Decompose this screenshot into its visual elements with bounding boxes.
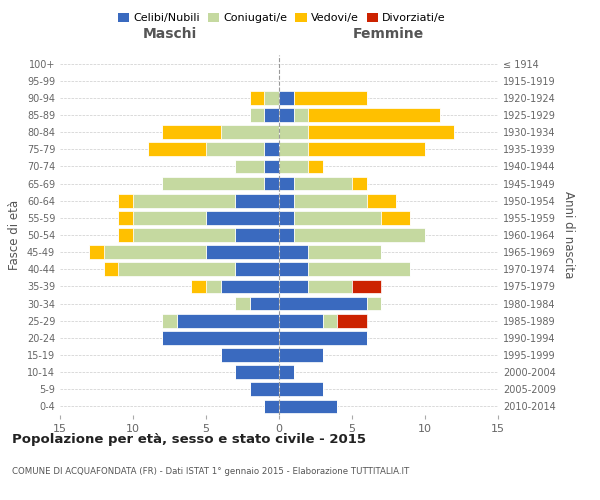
Bar [279,382,323,396]
Bar [162,176,265,190]
Bar [308,246,381,259]
Bar [352,280,381,293]
Bar [293,228,425,242]
Bar [133,211,206,224]
Bar [279,142,308,156]
Bar [250,296,279,310]
Bar [206,211,279,224]
Bar [279,366,293,379]
Bar [118,228,133,242]
Bar [162,331,279,344]
Bar [308,142,425,156]
Y-axis label: Anni di nascita: Anni di nascita [562,192,575,278]
Bar [265,91,279,104]
Bar [279,348,323,362]
Bar [279,126,308,139]
Bar [279,108,293,122]
Bar [308,126,454,139]
Bar [293,176,352,190]
Bar [279,280,308,293]
Bar [148,142,206,156]
Bar [235,262,279,276]
Bar [162,126,221,139]
Bar [235,228,279,242]
Bar [352,176,367,190]
Bar [104,262,118,276]
Bar [279,246,308,259]
Bar [279,176,293,190]
Bar [279,331,367,344]
Bar [293,211,381,224]
Bar [279,228,293,242]
Legend: Celibi/Nubili, Coniugati/e, Vedovi/e, Divorziati/e: Celibi/Nubili, Coniugati/e, Vedovi/e, Di… [116,10,448,26]
Bar [206,280,221,293]
Bar [265,160,279,173]
Bar [323,314,337,328]
Bar [279,91,293,104]
Text: Femmine: Femmine [353,26,424,40]
Bar [279,296,367,310]
Bar [235,296,250,310]
Bar [265,400,279,413]
Bar [221,280,279,293]
Bar [279,400,337,413]
Bar [118,262,235,276]
Bar [265,176,279,190]
Bar [308,262,410,276]
Bar [206,246,279,259]
Bar [265,142,279,156]
Y-axis label: Fasce di età: Fasce di età [8,200,21,270]
Bar [293,108,308,122]
Bar [279,211,293,224]
Bar [250,108,265,122]
Bar [293,194,367,207]
Bar [104,246,206,259]
Bar [133,194,235,207]
Bar [308,280,352,293]
Bar [279,262,308,276]
Bar [308,160,323,173]
Bar [250,91,265,104]
Bar [235,160,265,173]
Bar [250,382,279,396]
Bar [279,160,308,173]
Bar [162,314,177,328]
Bar [367,296,381,310]
Bar [293,91,367,104]
Bar [367,194,396,207]
Bar [89,246,104,259]
Bar [235,366,279,379]
Bar [265,108,279,122]
Text: Popolazione per età, sesso e stato civile - 2015: Popolazione per età, sesso e stato civil… [12,432,366,446]
Bar [221,348,279,362]
Bar [279,314,323,328]
Bar [177,314,279,328]
Bar [118,211,133,224]
Bar [279,194,293,207]
Bar [221,126,279,139]
Bar [118,194,133,207]
Bar [308,108,440,122]
Bar [133,228,235,242]
Bar [381,211,410,224]
Text: COMUNE DI ACQUAFONDATA (FR) - Dati ISTAT 1° gennaio 2015 - Elaborazione TUTTITAL: COMUNE DI ACQUAFONDATA (FR) - Dati ISTAT… [12,468,409,476]
Bar [206,142,265,156]
Text: Maschi: Maschi [142,26,197,40]
Bar [337,314,367,328]
Bar [191,280,206,293]
Bar [235,194,279,207]
